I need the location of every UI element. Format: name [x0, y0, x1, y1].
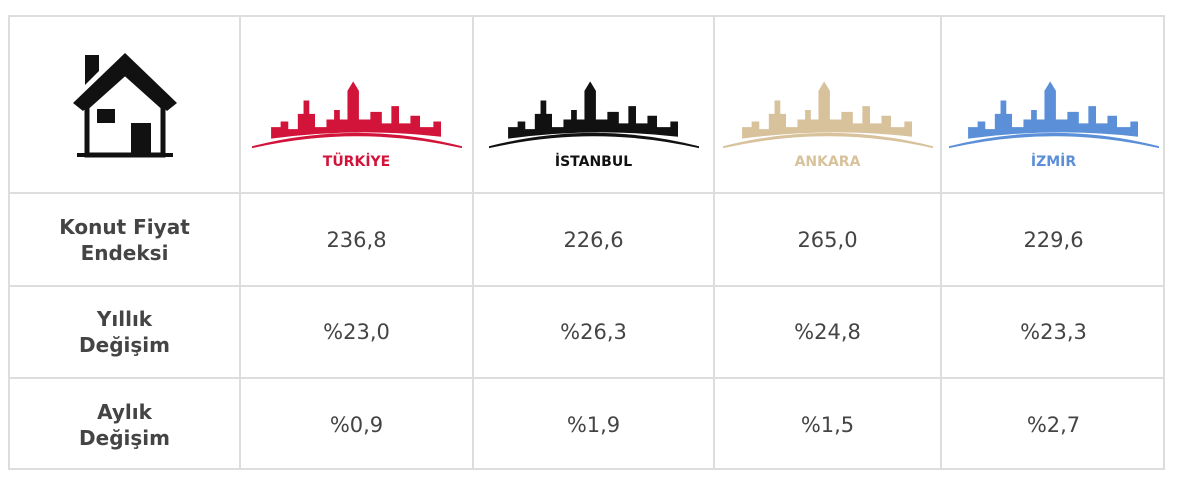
table: TÜRKİYE İSTANBUL ANKARA İZMİR Konut Fiyat En… [8, 15, 1165, 470]
city-name: ANKARA [794, 154, 861, 170]
value-cell: 226,6 [474, 194, 715, 287]
row-label: Konut Fiyat Endeksi [10, 194, 241, 287]
value-cell: 265,0 [715, 194, 942, 287]
value-cell: %1,5 [715, 379, 942, 470]
value-cell: %23,3 [942, 287, 1165, 379]
house-icon [72, 52, 177, 157]
skyline [489, 70, 699, 150]
city-name: TÜRKİYE [322, 154, 391, 170]
row-label: Aylık Değişim [10, 379, 241, 470]
value-cell: %23,0 [241, 287, 474, 379]
value-cell: 236,8 [241, 194, 474, 287]
value-cell: 229,6 [942, 194, 1165, 287]
skyline [949, 70, 1159, 150]
city-header: ANKARA [715, 17, 942, 194]
skyline [252, 70, 462, 150]
city-name: İZMİR [1030, 154, 1077, 170]
value-cell: %1,9 [474, 379, 715, 470]
row-label: Yıllık Değişim [10, 287, 241, 379]
city-header: İZMİR [942, 17, 1165, 194]
value-cell: %24,8 [715, 287, 942, 379]
value-cell: %2,7 [1026, 412, 1081, 437]
value-cell: %26,3 [474, 287, 715, 379]
city-header: İSTANBUL [474, 17, 715, 194]
value-cell: %0,9 [241, 379, 474, 470]
city-name: İSTANBUL [554, 154, 633, 170]
city-header: TÜRKİYE [241, 17, 474, 194]
house-cell [10, 17, 241, 194]
skyline [723, 70, 933, 150]
